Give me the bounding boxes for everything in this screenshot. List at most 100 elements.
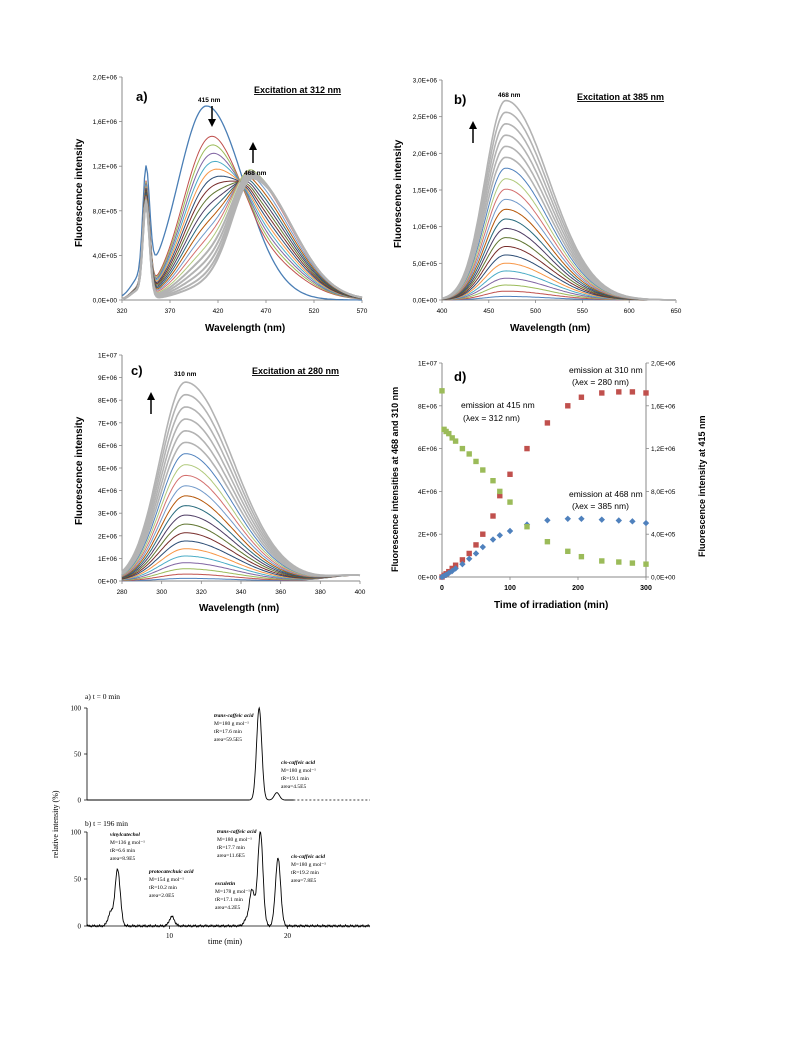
chart-d-point (452, 562, 459, 568)
chart-d-point (497, 488, 503, 495)
chart-d-point (452, 438, 459, 444)
chart-d-left-tick-label: 1E+07 (418, 361, 437, 368)
chart-d-left-tick-label: 0E+00 (418, 575, 437, 582)
chart-a-x-tick-label: 470 (261, 308, 272, 315)
chart-d-point (459, 557, 466, 563)
chart-d-point (449, 435, 455, 441)
chart-d-point (629, 389, 636, 395)
chart-e-x-tick-label: 20 (284, 932, 292, 940)
chart-a-series-line (121, 173, 363, 300)
chart-c-y-tick-label: 6E+06 (98, 443, 117, 450)
chart-a-y-tick-label: 2,0E+06 (93, 75, 118, 82)
chart-d-point (507, 499, 513, 505)
chart-a-series-line (121, 135, 363, 300)
chart-c-x-tick-label: 320 (196, 589, 207, 596)
chart-a-x-tick-label: 520 (309, 308, 320, 315)
chart-c-y-tick-label: 0E+00 (98, 579, 117, 586)
chart-a-y-tick-label: 4,0E+05 (93, 253, 118, 260)
chart-d-point (490, 478, 496, 484)
chart-e-peak-annotation: M=154 g mol⁻¹ (149, 877, 184, 883)
chart-e-peak-annotation: area=2.0E5 (149, 893, 174, 899)
chart-d-point (452, 565, 459, 572)
chart-d-point (544, 420, 551, 426)
up-arrow-icon (249, 142, 257, 163)
chart-b-series-line (441, 99, 676, 301)
chart-d-point (578, 515, 585, 522)
chart-c-y-tick-label: 1E+07 (98, 353, 117, 360)
chart-d-point (599, 390, 605, 396)
chart-c-x-label: Wavelength (nm) (199, 603, 279, 614)
chart-d-left-tick-label: 2E+06 (418, 532, 437, 539)
chart-d-point (479, 543, 486, 551)
chart-b-x-tick-label: 400 (437, 308, 448, 315)
chart-d-right-tick-label: 4,0E+05 (651, 532, 676, 539)
chart-d-left-tick-label: 4E+06 (418, 489, 437, 496)
chart-c-y-tick-label: 8E+06 (98, 398, 117, 405)
chart-d-right-tick-label: 1,2E+06 (651, 446, 676, 453)
chart-c-y-tick-label: 3E+06 (98, 511, 117, 518)
up-arrow-icon (147, 392, 155, 414)
chart-e-peak-annotation: M=180 g mol⁻¹ (291, 862, 326, 868)
chart-d-annotation-415-line1: emission at 415 nm (461, 400, 535, 410)
chart-d-x-tick-label: 200 (572, 585, 584, 592)
chart-d-point (489, 536, 497, 543)
chart-c-x-tick-label: 360 (275, 589, 286, 596)
chart-d-point (466, 451, 472, 457)
chart-a-y-tick-label: 8,0E+05 (93, 208, 118, 215)
chart-a: 0,0E+00 4,0E+05 8,0E+05 1,2E+06 1,6E+06 2,0E+… (74, 75, 368, 335)
chart-d-point (459, 560, 466, 568)
chart-c-x-tick-label: 280 (117, 589, 128, 596)
chart-b-x-tick-label: 650 (671, 308, 682, 315)
chart-d-right-tick-label: 0,0E+00 (651, 575, 676, 582)
chart-d-annotation-468-line2: (λex = 385 nm) (572, 501, 629, 511)
chart-d-point (643, 561, 649, 567)
chart-b-x-label: Wavelength (nm) (510, 323, 590, 334)
chart-d-right-label: Fluorescence intensity at 415 nm (697, 415, 707, 557)
chart-d-point (445, 569, 452, 577)
chart-b-y-label: Fluorescence intensity (393, 139, 404, 248)
chart-e-peak-annotation: area=59.5E5 (214, 737, 242, 743)
chart-e-peak-annotation: M=178 g mol⁻¹ (215, 889, 250, 895)
chart-c-y-tick-label: 7E+06 (98, 420, 117, 427)
chart-d-x-label: Time of irradiation (min) (494, 600, 608, 611)
chart-c-x-tick-label: 400 (355, 589, 366, 596)
chart-d-point (578, 553, 585, 560)
chart-d: 0E+00 2E+06 4E+06 6E+06 8E+06 1E+07 0,0E+00 4,… (390, 361, 707, 612)
chart-a-series-line (121, 177, 363, 301)
chart-d-x-tick-label: 300 (640, 585, 652, 592)
chart-d-point (616, 389, 622, 395)
chart-d-point (565, 548, 571, 555)
chart-c-annotation-310: 310 nm (174, 371, 197, 378)
chart-e-peak-annotation: tR=19.1 min (281, 776, 309, 782)
chart-d-right-tick-label: 2,0E+06 (651, 361, 676, 368)
chart-a-x-tick-label: 570 (357, 308, 368, 315)
chart-c-series-line (121, 540, 361, 580)
chart-e-panel-b-label: b) t = 196 min (85, 819, 128, 828)
chart-c-y-label: Fluorescence intensity (74, 416, 85, 525)
chart-a-x-label: Wavelength (nm) (205, 323, 285, 334)
chart-a-annotation-415: 415 nm (198, 97, 221, 104)
chart-d-point (524, 445, 530, 452)
chart-a-x-tick-label: 420 (213, 308, 224, 315)
chart-e-x-label: time (min) (208, 937, 242, 946)
chart-b-annotation-468: 468 nm (498, 92, 521, 99)
chart-e-y-tick-label: 100 (71, 705, 82, 713)
chart-b-x-tick-label: 550 (577, 308, 588, 315)
chart-d-point (629, 560, 636, 566)
chart-c-y-tick-label: 4E+06 (98, 488, 117, 495)
chart-e-peak-annotation: tR=6.6 min (110, 848, 135, 854)
chart-d-point (497, 492, 503, 499)
chart-d-point (480, 467, 486, 473)
chart-e-y-tick-label: 0 (78, 923, 82, 931)
chart-d-point (466, 550, 472, 557)
chart-a-title: Excitation at 312 nm (254, 85, 341, 95)
chart-e-peak-annotation: M=180 g mol⁻¹ (281, 768, 316, 774)
chart-c-y-tick-label: 2E+06 (98, 533, 117, 540)
chart-d-point (449, 567, 456, 575)
chart-d-x-tick-label: 0 (440, 585, 444, 592)
chart-e-peak-annotation: trans-caffeic acid (214, 713, 254, 719)
chart-d-right-tick-label: 8,0E+05 (651, 489, 676, 496)
chart-b-x-tick-label: 600 (624, 308, 635, 315)
chart-b-y-tick-label: 2,5E+06 (413, 114, 438, 121)
chart-d-point (443, 428, 449, 435)
